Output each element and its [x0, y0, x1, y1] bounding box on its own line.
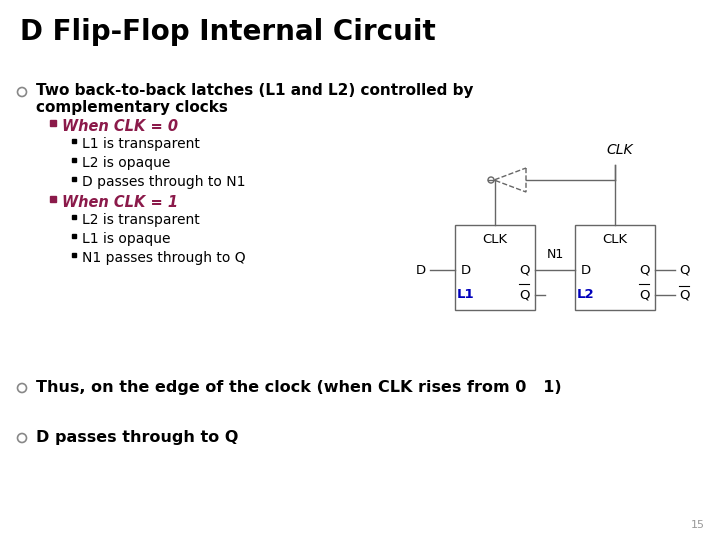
- Text: Q: Q: [518, 264, 529, 276]
- Text: N1 passes through to Q: N1 passes through to Q: [82, 251, 246, 265]
- Text: D passes through to Q: D passes through to Q: [36, 430, 238, 445]
- Bar: [455, 225, 535, 310]
- Text: complementary clocks: complementary clocks: [36, 100, 228, 115]
- Text: L2 is transparent: L2 is transparent: [82, 213, 199, 227]
- Bar: [72, 177, 76, 181]
- Text: L1 is transparent: L1 is transparent: [82, 137, 200, 151]
- Text: Thus, on the edge of the clock (when CLK rises from 0   1): Thus, on the edge of the clock (when CLK…: [36, 380, 562, 395]
- Text: D: D: [581, 264, 591, 276]
- Bar: [575, 225, 655, 310]
- Bar: [50, 196, 56, 202]
- Text: Q: Q: [639, 288, 649, 301]
- Bar: [72, 158, 76, 162]
- Text: N1: N1: [546, 248, 564, 261]
- Text: CLK: CLK: [607, 143, 634, 157]
- Text: D passes through to N1: D passes through to N1: [82, 175, 246, 189]
- Text: L2 is opaque: L2 is opaque: [82, 156, 171, 170]
- Text: D: D: [416, 264, 426, 276]
- Text: L2: L2: [577, 288, 595, 301]
- Text: Q: Q: [639, 264, 649, 276]
- Text: When CLK = 0: When CLK = 0: [62, 119, 178, 134]
- Text: CLK: CLK: [482, 233, 508, 246]
- Bar: [72, 215, 76, 219]
- Text: Q: Q: [679, 288, 690, 301]
- Text: L1: L1: [457, 288, 474, 301]
- Text: Q: Q: [679, 264, 690, 276]
- Text: D Flip-Flop Internal Circuit: D Flip-Flop Internal Circuit: [20, 18, 436, 46]
- Text: 15: 15: [691, 520, 705, 530]
- Text: Two back-to-back latches (L1 and L2) controlled by: Two back-to-back latches (L1 and L2) con…: [36, 83, 474, 98]
- Text: L1 is opaque: L1 is opaque: [82, 232, 171, 246]
- Text: Q: Q: [518, 288, 529, 301]
- Bar: [72, 234, 76, 238]
- Bar: [72, 253, 76, 257]
- Bar: [72, 139, 76, 143]
- Text: D: D: [461, 264, 471, 276]
- Text: CLK: CLK: [603, 233, 628, 246]
- Bar: [50, 120, 56, 126]
- Text: When CLK = 1: When CLK = 1: [62, 195, 178, 210]
